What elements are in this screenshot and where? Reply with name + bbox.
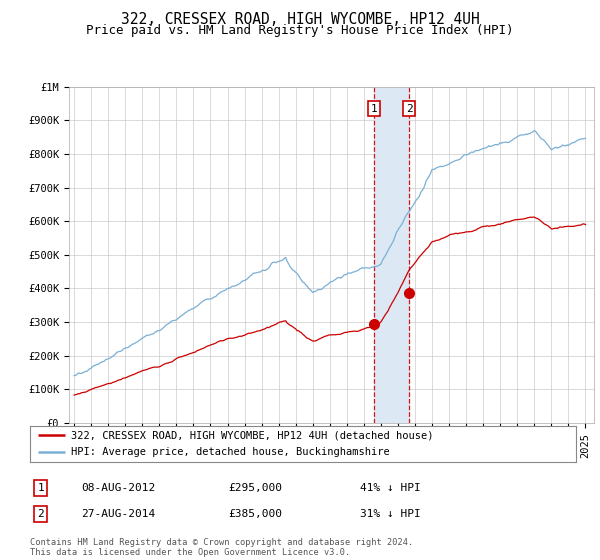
Text: 1: 1: [371, 104, 377, 114]
Text: £385,000: £385,000: [228, 509, 282, 519]
Text: 08-AUG-2012: 08-AUG-2012: [81, 483, 155, 493]
Text: 322, CRESSEX ROAD, HIGH WYCOMBE, HP12 4UH (detached house): 322, CRESSEX ROAD, HIGH WYCOMBE, HP12 4U…: [71, 431, 433, 440]
Text: £295,000: £295,000: [228, 483, 282, 493]
Text: 2: 2: [406, 104, 412, 114]
Text: HPI: Average price, detached house, Buckinghamshire: HPI: Average price, detached house, Buck…: [71, 447, 390, 457]
Text: Contains HM Land Registry data © Crown copyright and database right 2024.
This d: Contains HM Land Registry data © Crown c…: [30, 538, 413, 557]
Text: 2: 2: [37, 509, 44, 519]
Text: 31% ↓ HPI: 31% ↓ HPI: [360, 509, 421, 519]
Text: 41% ↓ HPI: 41% ↓ HPI: [360, 483, 421, 493]
Bar: [374, 87, 409, 423]
Text: 27-AUG-2014: 27-AUG-2014: [81, 509, 155, 519]
Text: 322, CRESSEX ROAD, HIGH WYCOMBE, HP12 4UH: 322, CRESSEX ROAD, HIGH WYCOMBE, HP12 4U…: [121, 12, 479, 27]
Text: 1: 1: [37, 483, 44, 493]
Text: Price paid vs. HM Land Registry's House Price Index (HPI): Price paid vs. HM Land Registry's House …: [86, 24, 514, 36]
